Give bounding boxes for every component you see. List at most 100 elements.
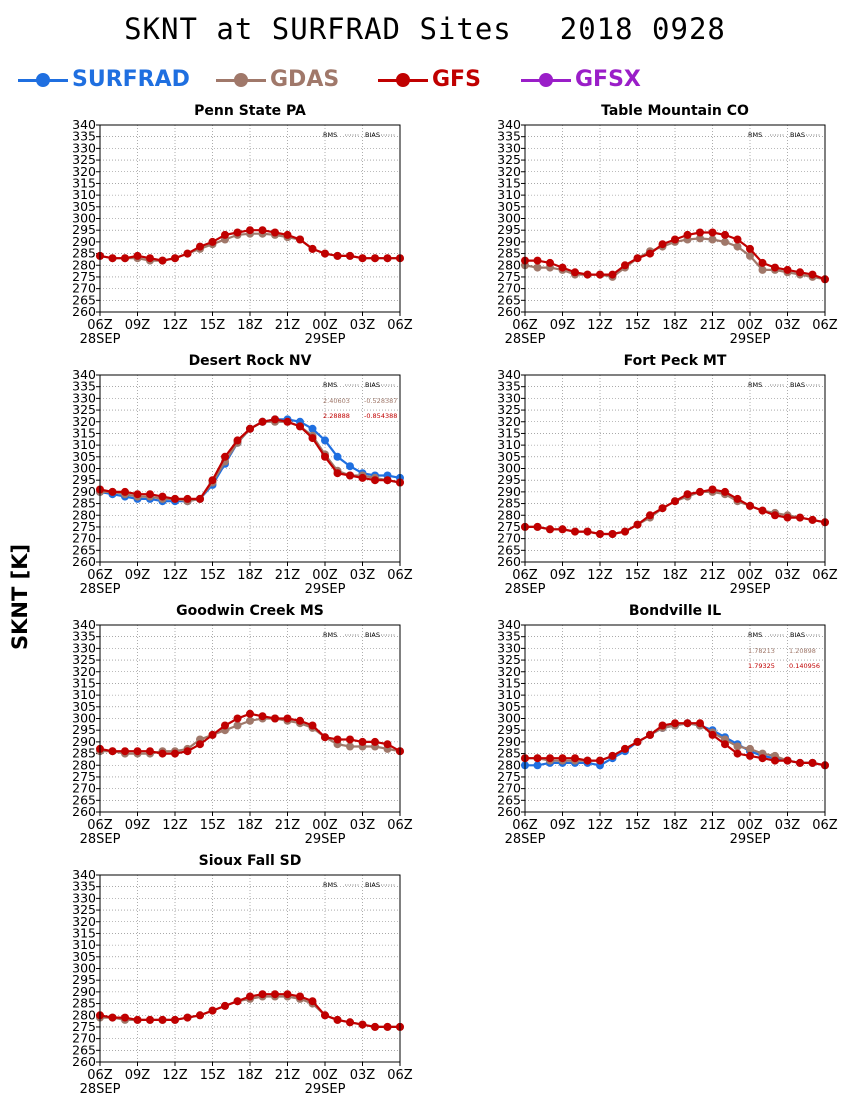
x-tick-label: 21Z xyxy=(275,568,301,583)
y-tick-label: 310 xyxy=(497,687,521,702)
data-point-gfs xyxy=(346,471,354,480)
data-point-gfs xyxy=(758,258,767,267)
y-tick-label: 265 xyxy=(497,292,521,307)
y-tick-label: 310 xyxy=(72,937,96,952)
data-point-surfrad xyxy=(533,761,542,770)
x-tick-label: 00Z xyxy=(312,818,338,833)
y-tick-label: 320 xyxy=(72,164,96,179)
x-tick-label: 06Z xyxy=(812,818,838,833)
data-point-gdas xyxy=(721,237,729,246)
x-tick-label: 21Z xyxy=(700,818,726,833)
data-point-gfs xyxy=(246,226,254,235)
x-tick-label: 12Z xyxy=(162,318,188,333)
data-point-gfs xyxy=(558,525,567,534)
y-tick-label: 340 xyxy=(497,617,521,632)
y-tick-label: 310 xyxy=(497,187,521,202)
legend-label-gdas: GDAS xyxy=(270,67,340,92)
y-tick-label: 305 xyxy=(497,449,521,464)
data-point-gfs xyxy=(208,237,217,246)
y-tick-label: 295 xyxy=(72,222,96,237)
data-point-gfs xyxy=(596,270,604,279)
x-tick-label: 06Z xyxy=(512,318,538,333)
y-tick-label: 340 xyxy=(497,367,521,382)
chart-fort-peck-mt: Fort Peck MT2602652702752802852902953003… xyxy=(497,353,838,597)
data-point-gfs xyxy=(571,754,579,763)
y-tick-label: 260 xyxy=(72,1054,96,1069)
data-point-gfs xyxy=(571,527,579,536)
data-point-gfs xyxy=(121,487,129,496)
y-tick-label: 280 xyxy=(497,257,521,272)
chart-title: Goodwin Creek MS xyxy=(176,603,324,619)
y-tick-label: 265 xyxy=(72,542,96,557)
plot-frame xyxy=(524,624,826,813)
y-tick-label: 320 xyxy=(497,664,521,679)
y-tick-label: 295 xyxy=(72,972,96,987)
data-point-gfs xyxy=(383,1022,392,1031)
data-point-gfs xyxy=(783,513,792,522)
plot-frame xyxy=(99,874,401,1063)
x-tick-label: 12Z xyxy=(162,1068,188,1083)
x-tick-label: 03Z xyxy=(775,318,801,333)
y-tick-label: 320 xyxy=(497,164,521,179)
data-point-gfs xyxy=(158,256,167,265)
data-point-gfs xyxy=(596,530,604,538)
x-tick-label: 21Z xyxy=(275,318,301,333)
y-tick-label: 260 xyxy=(72,304,96,319)
data-point-gfs xyxy=(658,721,667,730)
data-point-gfs xyxy=(321,249,329,258)
x-tick-label: 06Z xyxy=(87,568,113,583)
y-tick-label: 275 xyxy=(497,269,521,284)
data-point-surfrad xyxy=(346,462,354,471)
x-tick-label: 03Z xyxy=(775,818,801,833)
data-point-gfs xyxy=(558,754,567,763)
plot-frame xyxy=(99,624,401,813)
x-tick-label: 00Z xyxy=(312,318,338,333)
y-tick-label: 260 xyxy=(497,554,521,569)
data-point-gfs xyxy=(333,251,342,260)
stats-bias-value: 1.20898 xyxy=(789,647,816,655)
data-point-gfs xyxy=(158,1015,167,1024)
data-point-gdas xyxy=(696,234,704,243)
y-tick-label: 325 xyxy=(72,402,96,417)
y-tick-label: 310 xyxy=(497,437,521,452)
y-tick-label: 280 xyxy=(497,757,521,772)
x-tick-label: 15Z xyxy=(200,818,226,833)
chart-bondville-il: Bondville IL2602652702752802852902953003… xyxy=(497,603,838,847)
x-date-label: 28SEP xyxy=(505,832,546,847)
data-point-gdas xyxy=(746,744,754,753)
y-tick-label: 330 xyxy=(497,390,521,405)
data-point-gfs xyxy=(796,513,804,522)
data-point-gfs xyxy=(246,992,254,1001)
data-point-gfs xyxy=(771,511,779,520)
data-point-gfs xyxy=(633,737,642,746)
data-point-gdas xyxy=(346,742,354,751)
data-point-gdas xyxy=(733,742,742,751)
y-tick-label: 280 xyxy=(497,507,521,522)
y-tick-label: 325 xyxy=(497,152,521,167)
data-point-gfs xyxy=(646,730,654,739)
x-tick-label: 09Z xyxy=(125,818,151,833)
y-tick-label: 330 xyxy=(72,140,96,155)
stats-bias-header: BIAS xyxy=(365,631,380,639)
y-tick-label: 280 xyxy=(72,507,96,522)
data-point-gfs xyxy=(696,228,704,237)
y-tick-label: 305 xyxy=(72,199,96,214)
data-point-gfs xyxy=(271,714,279,723)
x-tick-label: 15Z xyxy=(625,568,651,583)
y-tick-label: 275 xyxy=(72,769,96,784)
data-point-gfs xyxy=(558,263,567,272)
y-tick-label: 260 xyxy=(72,554,96,569)
data-point-gfs xyxy=(296,422,304,431)
x-tick-label: 09Z xyxy=(550,568,576,583)
y-tick-label: 330 xyxy=(72,640,96,655)
x-tick-label: 06Z xyxy=(387,1068,413,1083)
data-point-gfs xyxy=(108,1013,117,1022)
x-tick-label: 06Z xyxy=(512,568,538,583)
data-point-gfs xyxy=(721,740,729,749)
data-point-gfs xyxy=(358,737,367,746)
chart-title: Desert Rock NV xyxy=(189,353,312,369)
y-tick-label: 340 xyxy=(72,617,96,632)
x-date-label: 29SEP xyxy=(730,582,771,597)
data-point-gfs xyxy=(158,492,167,501)
data-point-gfs xyxy=(708,228,717,237)
